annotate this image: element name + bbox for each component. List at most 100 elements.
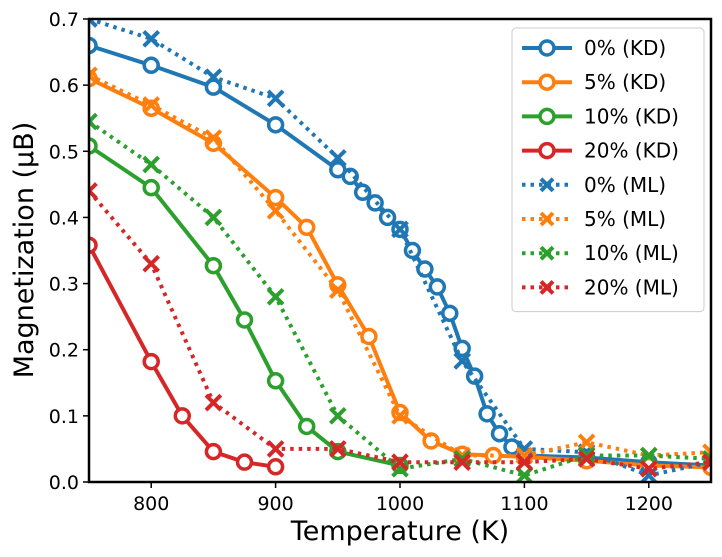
- legend-swatch-marker: [538, 107, 556, 126]
- data-point: [266, 287, 285, 306]
- data-point: [478, 405, 496, 423]
- legend-label: 0% (ML): [584, 173, 666, 197]
- series-layer: [89, 19, 711, 482]
- legend-label: 10% (KD): [584, 104, 679, 128]
- data-point: [503, 438, 521, 456]
- data-point: [702, 453, 711, 471]
- data-point: [453, 450, 472, 468]
- data-point: [453, 453, 472, 471]
- x-tick-label: 1100: [500, 493, 548, 515]
- legend-entry: 5% (ML): [522, 207, 666, 231]
- data-point: [89, 137, 98, 155]
- data-point: [204, 208, 223, 227]
- data-point: [328, 407, 347, 425]
- data-point: [204, 442, 223, 461]
- data-point: [577, 446, 596, 465]
- data-point: [391, 407, 409, 425]
- data-point: [328, 440, 347, 458]
- data-point: [639, 459, 658, 478]
- data-point: [266, 440, 285, 458]
- data-point: [89, 112, 98, 131]
- data-point: [89, 19, 98, 28]
- series-line: [89, 144, 401, 468]
- legend: 0% (KD) 5% (KD) 10% (KD) 20% (KD) 0% (ML) 5% …: [511, 27, 705, 313]
- data-point: [173, 407, 192, 425]
- legend-entry: 10% (KD): [522, 104, 679, 128]
- data-point: [428, 278, 447, 296]
- data-point: [204, 78, 223, 96]
- y-tick-label: 0.4: [49, 207, 79, 229]
- data-point: [89, 182, 98, 200]
- data-point: [204, 393, 223, 412]
- y-tick-label: 0.5: [49, 141, 79, 163]
- series-6: [89, 112, 711, 482]
- data-point: [441, 304, 459, 323]
- y-tick-label: 0.2: [49, 340, 79, 362]
- data-point: [142, 352, 160, 371]
- legend-swatch-marker: [539, 245, 555, 261]
- x-tick-label: 800: [133, 493, 169, 515]
- data-point: [235, 311, 254, 329]
- data-point: [515, 453, 534, 471]
- legend-swatch-marker: [539, 279, 555, 295]
- data-point: [142, 178, 160, 197]
- data-point: [142, 30, 161, 48]
- x-tick-label: 1000: [376, 493, 424, 515]
- data-point: [328, 149, 347, 167]
- data-point: [515, 466, 534, 482]
- legend-label: 0% (KD): [584, 36, 666, 60]
- y-tick-label: 0.3: [49, 274, 79, 296]
- data-point: [142, 96, 161, 114]
- series-line: [89, 119, 711, 478]
- data-point: [142, 155, 161, 174]
- data-point: [204, 68, 223, 87]
- data-point: [266, 188, 285, 207]
- y-tick-label: 0.1: [49, 406, 79, 428]
- series-3: [89, 236, 285, 476]
- data-point: [639, 446, 658, 465]
- data-point: [266, 458, 285, 476]
- data-point: [266, 89, 285, 108]
- data-point: [204, 256, 223, 275]
- data-point: [266, 201, 285, 220]
- series-line: [89, 244, 276, 469]
- y-axis-label: Magnetization (μB): [9, 122, 40, 379]
- legend-label: 20% (ML): [584, 275, 679, 299]
- legend-entry: 20% (KD): [522, 139, 679, 163]
- data-point: [204, 129, 223, 147]
- legend-entry: 20% (ML): [522, 275, 679, 299]
- legend-entry: 0% (ML): [522, 173, 666, 197]
- data-point: [89, 36, 98, 55]
- series-7: [89, 182, 711, 478]
- legend-entry: 5% (KD): [522, 70, 666, 94]
- data-point: [297, 417, 316, 436]
- data-point: [490, 424, 509, 443]
- data-point: [142, 56, 160, 75]
- data-point: [353, 183, 372, 202]
- x-axis-label: Temperature (K): [290, 516, 509, 547]
- data-point: [577, 433, 596, 452]
- data-point: [328, 281, 347, 300]
- data-point: [577, 450, 596, 468]
- legend-swatch-marker: [538, 39, 556, 57]
- data-point: [297, 218, 316, 237]
- data-point: [89, 66, 98, 85]
- legend-entry: 10% (ML): [522, 241, 679, 265]
- data-point: [391, 220, 409, 239]
- legend-label: 10% (ML): [584, 241, 679, 265]
- data-point: [391, 453, 409, 471]
- legend-swatch-marker: [539, 177, 555, 193]
- data-point: [142, 254, 161, 273]
- axis-layer: 800 900 1000 1100 1200 0.0 0.1 0.2 0.3 0.4 0.5 0.6 0…: [49, 9, 673, 515]
- legend-label: 20% (KD): [584, 139, 679, 163]
- legend-swatch-marker: [539, 211, 555, 227]
- x-tick-label: 1200: [625, 493, 673, 515]
- legend-swatch-marker: [538, 141, 556, 160]
- y-tick-label: 0.7: [49, 9, 79, 31]
- y-tick-label: 0.6: [49, 75, 79, 97]
- data-point: [360, 327, 378, 346]
- data-point: [266, 372, 285, 390]
- legend-entry: 0% (KD): [522, 36, 666, 60]
- data-point: [453, 352, 472, 370]
